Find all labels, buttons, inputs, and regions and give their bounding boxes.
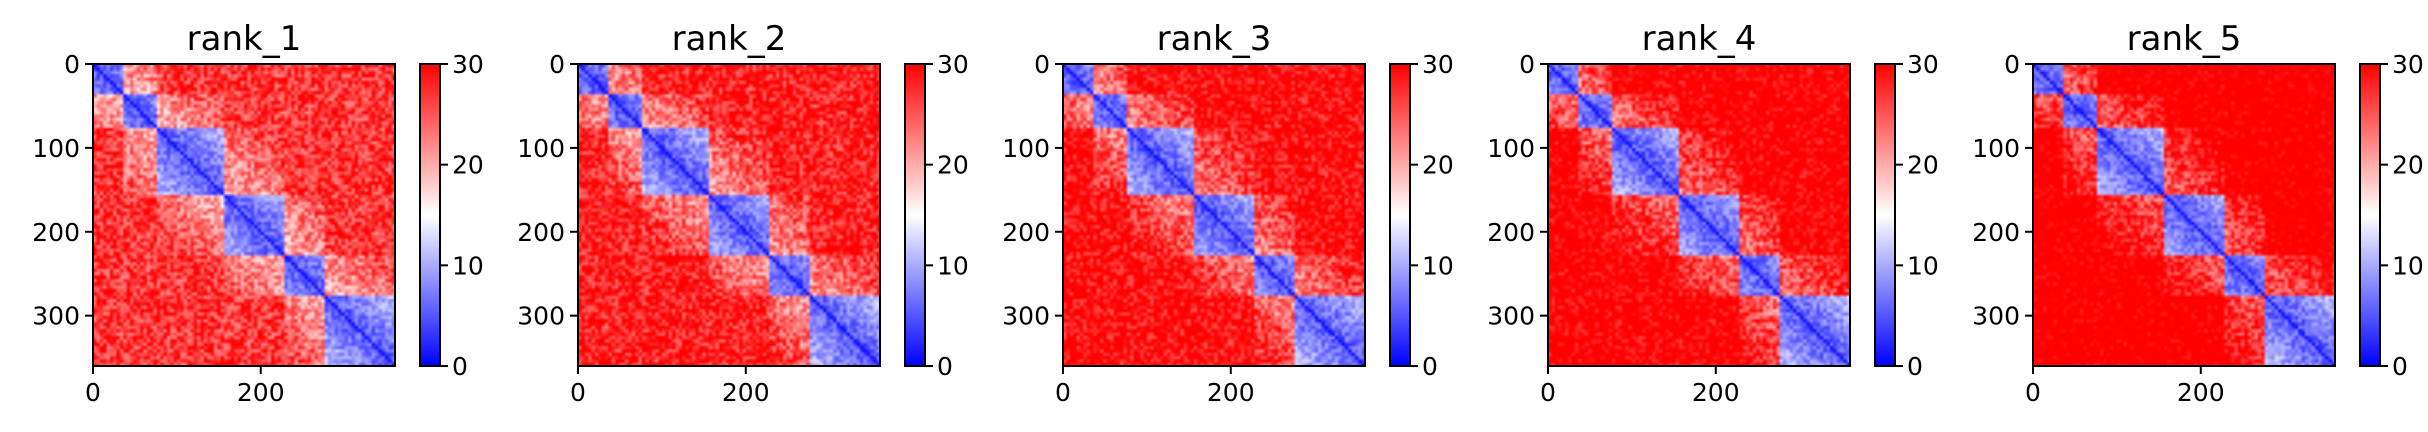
- x-tick-label: 200: [1692, 378, 1740, 407]
- colorbar-tick-label: 0: [937, 352, 953, 381]
- colorbar-tick-label: 20: [2392, 151, 2424, 180]
- colorbar-tick-label: 0: [1907, 352, 1923, 381]
- colorbar-tick-label: 20: [1907, 151, 1939, 180]
- x-tick-label: 200: [237, 378, 285, 407]
- colorbar-tick-label: 20: [452, 151, 484, 180]
- colorbar-tick-label: 0: [1422, 352, 1438, 381]
- colorbar-tick-label: 10: [452, 251, 484, 280]
- y-tick-label: 0: [1519, 50, 1535, 79]
- colorbar: [1875, 64, 1895, 366]
- y-tick-label: 300: [517, 302, 565, 331]
- colorbar-tick-label: 10: [1422, 251, 1454, 280]
- y-tick-label: 300: [1972, 302, 2020, 331]
- heatmap-image: [578, 64, 880, 366]
- panel-title: rank_3: [1157, 19, 1272, 59]
- y-tick-label: 100: [32, 134, 80, 163]
- colorbar: [1390, 64, 1410, 366]
- heatmap-image: [1548, 64, 1850, 366]
- colorbar-frame: [2359, 63, 2381, 367]
- colorbar-frame: [904, 63, 926, 367]
- colorbar: [905, 64, 925, 366]
- y-tick-label: 0: [549, 50, 565, 79]
- x-tick-label: 0: [2025, 378, 2041, 407]
- colorbar-frame: [1389, 63, 1411, 367]
- heatmap-image: [93, 64, 395, 366]
- axes-frame: [2032, 63, 2336, 367]
- heatmap-panel-2: rank_2 0 100 200 300 0 200 0 10 20 30: [517, 19, 969, 407]
- y-tick-label: 0: [2004, 50, 2020, 79]
- y-tick-label: 0: [64, 50, 80, 79]
- colorbar-tick-label: 30: [2392, 50, 2424, 79]
- heatmap-panel-5: rank_5 0 100 200 300 0 200 0 10 20 30: [1972, 19, 2424, 407]
- y-tick-label: 200: [1487, 218, 1535, 247]
- heatmap-image: [1063, 64, 1365, 366]
- y-tick-label: 300: [1487, 302, 1535, 331]
- colorbar-tick-label: 0: [2392, 352, 2408, 381]
- panel-title: rank_2: [672, 19, 787, 59]
- heatmap-image: [2033, 64, 2335, 366]
- colorbar-tick-label: 30: [452, 50, 484, 79]
- axes-frame: [92, 63, 396, 367]
- colorbar-tick-label: 30: [1907, 50, 1939, 79]
- x-tick-label: 200: [722, 378, 770, 407]
- x-tick-label: 0: [1055, 378, 1071, 407]
- y-tick-label: 200: [32, 218, 80, 247]
- panel-title: rank_4: [1642, 19, 1757, 59]
- y-tick-label: 100: [1002, 134, 1050, 163]
- colorbar: [2360, 64, 2380, 366]
- colorbar-tick-label: 0: [452, 352, 468, 381]
- colorbar-tick-label: 10: [937, 251, 969, 280]
- x-tick-label: 0: [85, 378, 101, 407]
- x-tick-label: 0: [1540, 378, 1556, 407]
- colorbar-tick-label: 20: [1422, 151, 1454, 180]
- y-tick-label: 300: [1002, 302, 1050, 331]
- y-tick-label: 200: [517, 218, 565, 247]
- colorbar-frame: [1874, 63, 1896, 367]
- x-tick-label: 0: [570, 378, 586, 407]
- x-tick-label: 200: [1207, 378, 1255, 407]
- colorbar-frame: [419, 63, 441, 367]
- panel-title: rank_5: [2127, 19, 2242, 59]
- y-tick-label: 0: [1034, 50, 1050, 79]
- colorbar-tick-label: 10: [1907, 251, 1939, 280]
- colorbar-tick-label: 30: [1422, 50, 1454, 79]
- axes-frame: [1547, 63, 1851, 367]
- y-tick-label: 200: [1002, 218, 1050, 247]
- panel-title: rank_1: [187, 19, 302, 59]
- colorbar-tick-label: 30: [937, 50, 969, 79]
- colorbar-tick-label: 10: [2392, 251, 2424, 280]
- heatmap-panel-3: rank_3 0 100 200 300 0 200 0 10 20 30: [1002, 19, 1454, 407]
- axes-frame: [577, 63, 881, 367]
- colorbar: [420, 64, 440, 366]
- x-tick-label: 200: [2177, 378, 2225, 407]
- y-tick-label: 300: [32, 302, 80, 331]
- colorbar-tick-label: 20: [937, 151, 969, 180]
- axes-frame: [1062, 63, 1366, 367]
- y-tick-label: 100: [1487, 134, 1535, 163]
- y-tick-label: 200: [1972, 218, 2020, 247]
- y-tick-label: 100: [1972, 134, 2020, 163]
- heatmap-panel-1: rank_1 0 100 200 300 0 200 0 10 20 30: [32, 19, 484, 407]
- y-tick-label: 100: [517, 134, 565, 163]
- heatmap-panel-4: rank_4 0 100 200 300 0 200 0 10 20 30: [1487, 19, 1939, 407]
